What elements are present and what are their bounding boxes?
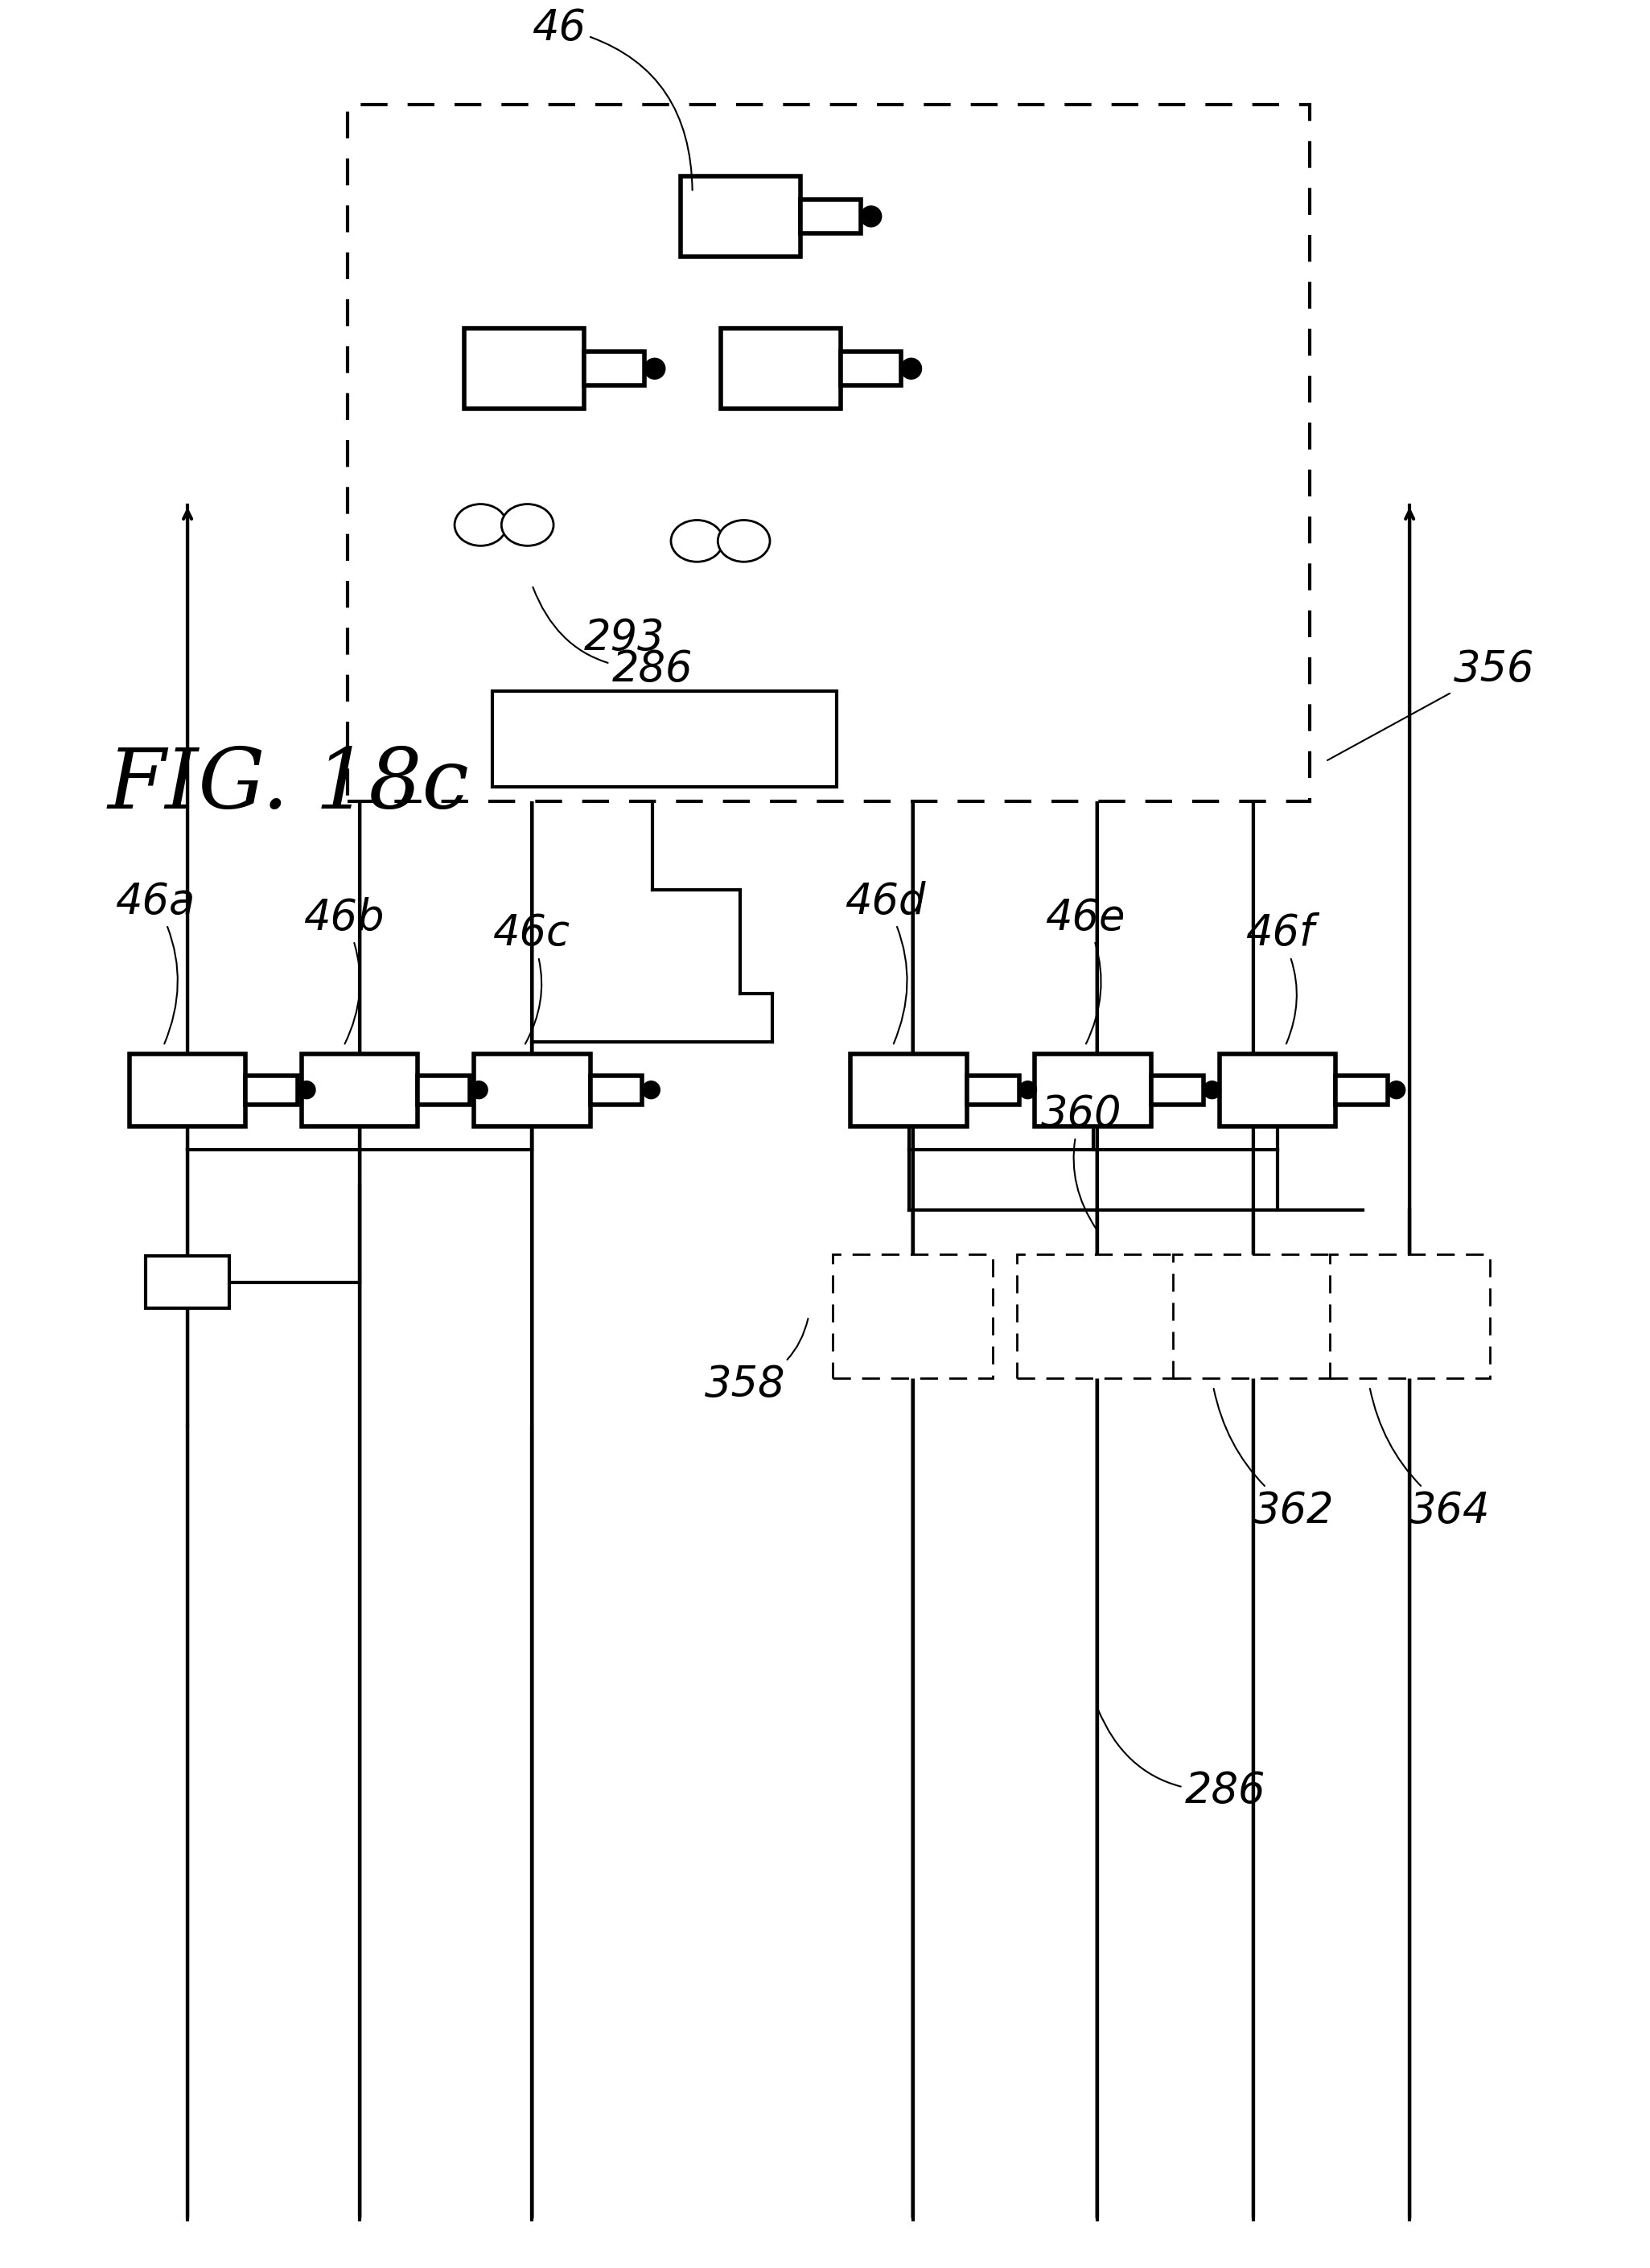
Bar	[584, 352, 644, 386]
Text: 356: 356	[1327, 649, 1535, 760]
Ellipse shape	[672, 519, 723, 562]
Bar	[1016, 1254, 1176, 1379]
Bar	[464, 329, 584, 408]
Text: 46b: 46b	[304, 896, 384, 1043]
Text: 293: 293	[584, 617, 665, 658]
Circle shape	[644, 358, 665, 379]
Bar	[348, 104, 1310, 801]
Bar	[1330, 1254, 1490, 1379]
Text: 286: 286	[1097, 1710, 1266, 1812]
Bar	[492, 692, 837, 787]
Bar	[246, 1075, 297, 1105]
Text: 46a: 46a	[116, 880, 195, 1043]
Bar	[967, 1075, 1020, 1105]
Bar	[800, 200, 861, 234]
Circle shape	[642, 1082, 660, 1098]
Circle shape	[901, 358, 922, 379]
Bar	[851, 1055, 967, 1125]
Ellipse shape	[718, 519, 771, 562]
Text: 286: 286	[533, 587, 693, 689]
Bar	[1173, 1254, 1333, 1379]
Bar	[474, 1055, 591, 1125]
Bar	[680, 177, 800, 256]
Text: 358: 358	[705, 1318, 808, 1406]
Bar	[129, 1055, 246, 1125]
Text: FIG. 18c: FIG. 18c	[107, 744, 469, 826]
Text: 46c: 46c	[492, 912, 569, 1043]
Text: 362: 362	[1214, 1388, 1335, 1531]
Text: 46f: 46f	[1246, 912, 1313, 1043]
Bar	[1219, 1055, 1335, 1125]
Bar	[833, 1254, 993, 1379]
Bar	[591, 1075, 642, 1105]
Bar	[1335, 1075, 1388, 1105]
Bar	[145, 1256, 229, 1309]
Circle shape	[1020, 1082, 1036, 1098]
Ellipse shape	[502, 503, 553, 547]
Bar	[721, 329, 840, 408]
Bar	[1152, 1075, 1203, 1105]
Circle shape	[861, 206, 881, 227]
Bar	[1035, 1055, 1152, 1125]
Bar	[417, 1075, 470, 1105]
Bar	[840, 352, 901, 386]
Text: 364: 364	[1370, 1388, 1490, 1531]
Ellipse shape	[454, 503, 507, 547]
Text: 46d: 46d	[845, 880, 926, 1043]
Text: 46: 46	[531, 7, 693, 191]
Bar	[302, 1055, 417, 1125]
Text: 360: 360	[1041, 1093, 1122, 1229]
Circle shape	[1388, 1082, 1406, 1098]
Circle shape	[470, 1082, 488, 1098]
Circle shape	[1203, 1082, 1221, 1098]
Circle shape	[297, 1082, 315, 1098]
Text: 46e: 46e	[1044, 896, 1125, 1043]
